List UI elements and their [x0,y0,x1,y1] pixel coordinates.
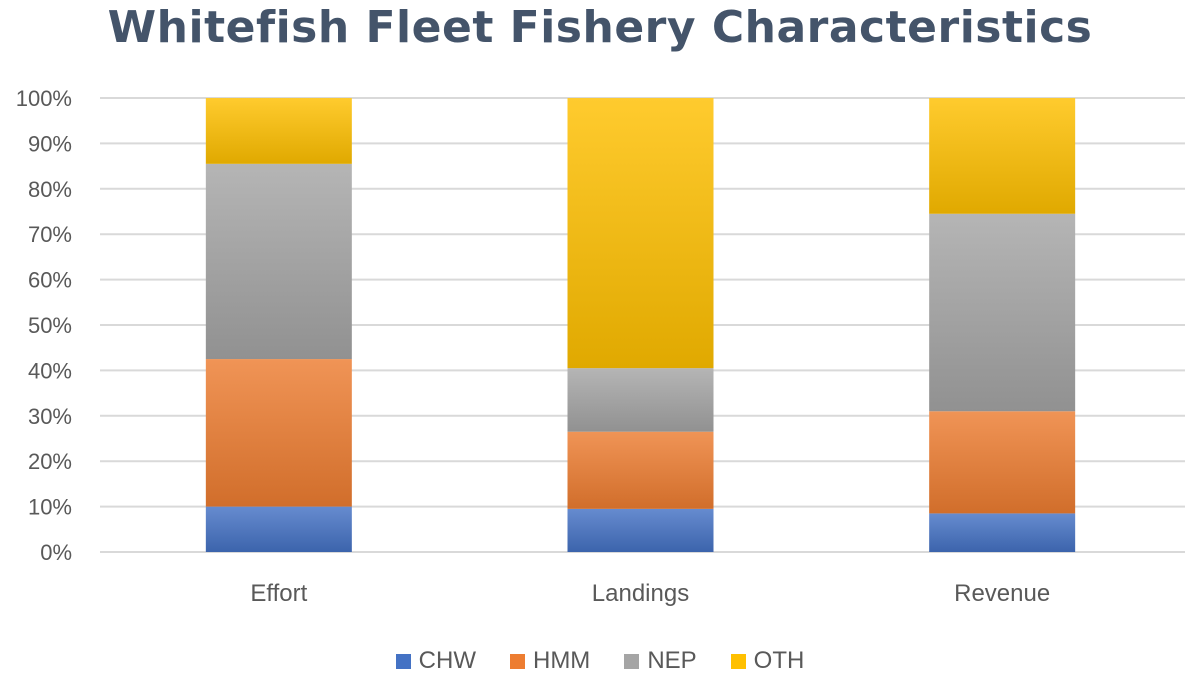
bar-landings-oth [567,98,714,369]
bar-effort-nep [205,163,352,360]
y-tick-label: 90% [28,131,72,156]
legend-label: OTH [753,647,805,674]
legend-swatch [624,653,640,669]
legend-swatch [509,653,525,669]
bar-revenue-chw [929,513,1076,552]
bar-effort-chw [205,506,352,552]
y-tick-label: 10% [28,495,72,520]
legend-label: HMM [532,647,591,674]
bar-revenue-nep [929,213,1076,412]
legend-label: NEP [647,647,697,674]
legend-item-nep: NEP [624,647,697,675]
bars [205,98,1076,552]
y-tick-label: 80% [28,177,72,202]
y-tick-label: 30% [28,404,72,429]
y-tick-label: 50% [28,313,72,338]
y-tick-label: 60% [28,268,72,293]
legend-item-oth: OTH [730,647,805,675]
x-axis-ticks: Effort Landings Revenue [250,580,1050,607]
bar-landings-nep [567,368,714,432]
legend-item-hmm: HMM [509,647,591,675]
x-tick-label: Landings [592,580,689,607]
legend-label: CHW [418,647,476,674]
bar-landings-chw [567,508,714,552]
legend-swatch [395,653,411,669]
x-tick-label: Effort [250,580,307,607]
y-tick-label: 40% [28,358,72,383]
y-tick-label: 0% [40,540,72,565]
y-tick-label: 70% [28,222,72,247]
bar-effort-oth [205,98,352,164]
legend-item-chw: CHW [395,647,476,675]
y-tick-label: 100% [16,86,72,111]
legend-swatch [730,653,746,669]
x-tick-label: Revenue [954,580,1050,607]
y-tick-label: 20% [28,449,72,474]
bar-revenue-hmm [929,411,1076,514]
bar-landings-hmm [567,431,714,509]
legend: CHW HMM NEP OTH [0,647,1200,675]
bar-effort-hmm [205,359,352,507]
bar-revenue-oth [929,98,1076,214]
chart-title: Whitefish Fleet Fishery Characteristics [107,2,1093,53]
y-axis-ticks: 0% 10% 20% 30% 40% 50% 60% 70% 80% 90% 100% [16,86,72,565]
